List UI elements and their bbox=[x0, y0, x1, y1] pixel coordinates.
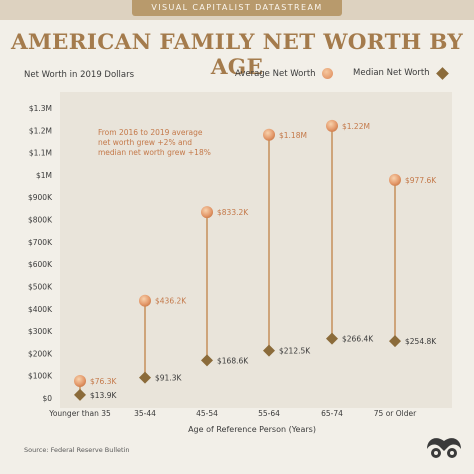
y-tick-label: $100K bbox=[28, 372, 53, 381]
x-tick-label: 65-74 bbox=[321, 409, 343, 418]
y-tick-label: $500K bbox=[28, 282, 53, 291]
y-tick-label: $700K bbox=[28, 238, 53, 247]
x-tick-label: 45-54 bbox=[196, 409, 218, 418]
median-point bbox=[326, 332, 338, 345]
y-tick-label: $900K bbox=[28, 193, 53, 202]
y-tick-label: $0 bbox=[42, 394, 52, 403]
growth-annotation: From 2016 to 2019 average bbox=[98, 128, 203, 137]
x-tick-label: 35-44 bbox=[134, 409, 156, 418]
average-point bbox=[74, 374, 86, 387]
median-point bbox=[389, 335, 401, 348]
median-value-label: $212.5K bbox=[279, 347, 311, 356]
median-value-label: $254.8K bbox=[405, 337, 437, 346]
y-tick-label: $1.2M bbox=[29, 126, 52, 135]
median-point bbox=[139, 371, 151, 384]
legend-median-label: Median Net Worth bbox=[353, 68, 430, 78]
chart-title: AMERICAN FAMILY NET WORTH BY AGE bbox=[10, 30, 464, 80]
average-value-label: $76.3K bbox=[90, 377, 117, 386]
median-point bbox=[74, 388, 86, 401]
source-note: Source: Federal Reserve Bulletin bbox=[24, 446, 130, 454]
y-tick-label: $400K bbox=[28, 305, 53, 314]
average-value-label: $1.22M bbox=[342, 122, 370, 131]
growth-annotation: median net worth grew +18% bbox=[98, 148, 211, 157]
median-value-label: $13.9K bbox=[90, 391, 117, 400]
y-tick-label: $600K bbox=[28, 260, 53, 269]
average-point bbox=[139, 294, 151, 307]
x-axis-title: Age of Reference Person (Years) bbox=[188, 425, 316, 434]
median-point bbox=[201, 354, 213, 367]
legend-average: Average Net Worth bbox=[235, 68, 333, 79]
x-tick-label: 75 or Older bbox=[374, 409, 417, 418]
average-point bbox=[263, 128, 275, 141]
growth-annotation: net worth grew +2% and bbox=[98, 138, 192, 147]
legend-average-label: Average Net Worth bbox=[235, 68, 316, 79]
x-tick-label: Younger than 35 bbox=[48, 409, 111, 418]
average-point bbox=[201, 206, 213, 219]
y-tick-label: $300K bbox=[28, 327, 53, 336]
y-tick-label: $1.1M bbox=[29, 149, 52, 158]
visual-capitalist-logo-icon bbox=[427, 438, 461, 458]
average-value-label: $833.2K bbox=[217, 208, 249, 217]
median-value-label: $266.4K bbox=[342, 335, 374, 344]
y-tick-label: $200K bbox=[28, 349, 53, 358]
average-point bbox=[389, 173, 401, 186]
banner-label: VISUAL CAPITALIST DATASTREAM bbox=[132, 0, 342, 16]
x-tick-label: 55-64 bbox=[258, 409, 280, 418]
top-banner: VISUAL CAPITALIST DATASTREAM bbox=[0, 0, 474, 20]
average-value-label: $436.2K bbox=[155, 297, 187, 306]
legend-median: Median Net Worth bbox=[353, 66, 449, 80]
median-point bbox=[263, 344, 275, 357]
average-value-label: $977.6K bbox=[405, 176, 437, 185]
plot-background bbox=[60, 92, 452, 408]
average-point bbox=[326, 119, 338, 132]
y-tick-label: $800K bbox=[28, 216, 53, 225]
y-tick-label: $1M bbox=[36, 171, 52, 180]
median-value-label: $168.6K bbox=[217, 356, 249, 365]
y-tick-label: $1.3M bbox=[29, 104, 52, 113]
median-value-label: $91.3K bbox=[155, 374, 182, 383]
average-dot-icon bbox=[321, 68, 333, 79]
average-value-label: $1.18M bbox=[279, 131, 307, 140]
chart-subtitle: Net Worth in 2019 Dollars bbox=[24, 70, 135, 80]
